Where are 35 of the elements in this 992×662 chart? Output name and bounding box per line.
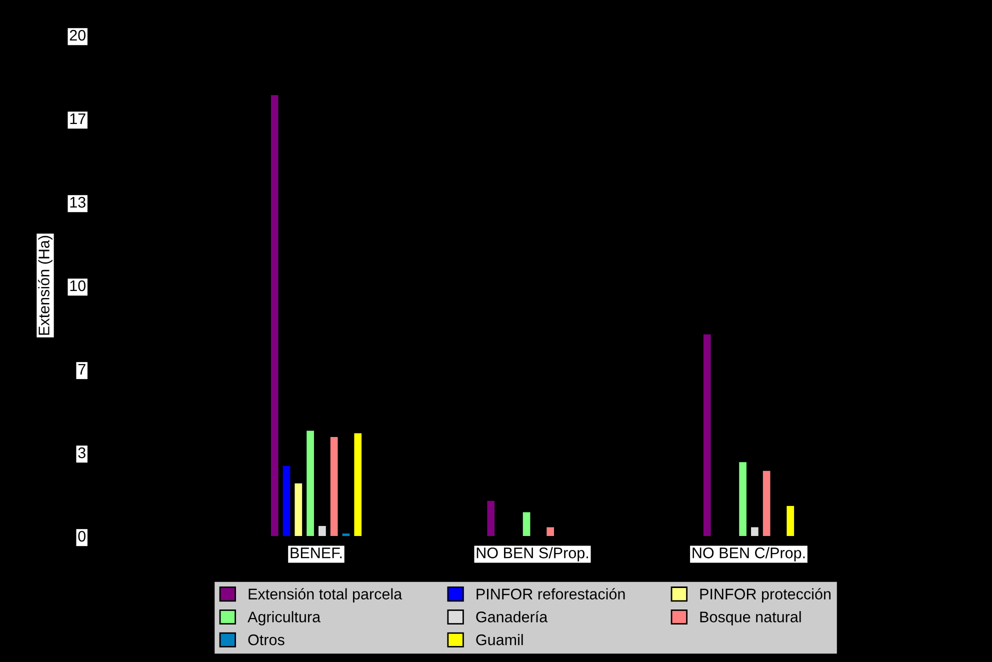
x-tick-label: BENEF. [290, 548, 342, 558]
y-tick-label: 17 [70, 114, 86, 124]
bar [306, 430, 314, 536]
bar [354, 433, 362, 536]
bar [751, 527, 758, 536]
x-tick-label: NO BEN C/Prop. [692, 547, 805, 562]
bar [282, 466, 290, 536]
y-tick-label: 20 [70, 30, 86, 41]
bar [703, 334, 711, 536]
legend-label: Ganadería [476, 610, 548, 622]
bar [762, 470, 770, 536]
bar [342, 533, 350, 536]
bar [318, 526, 326, 536]
x-tick-label: NO BEN S/Prop. [476, 547, 588, 562]
legend-label: Extensión total parcela [248, 588, 402, 602]
bar [739, 462, 746, 536]
y-tick-label: 13 [70, 196, 86, 208]
legend-label: PINFOR reforestación [476, 588, 625, 600]
y-tick-label: 0 [78, 530, 86, 542]
y-tick-label: 7 [78, 364, 86, 375]
bar [330, 437, 338, 536]
bar [487, 500, 495, 536]
legend-label: Otros [248, 634, 284, 646]
bar [786, 506, 794, 536]
legend-label: Guamil [476, 634, 523, 646]
bar [522, 512, 530, 536]
y-axis-title: Extensión (Ha) [38, 236, 52, 335]
legend-label: PINFOR protección [700, 588, 830, 602]
y-tick-label: 10 [70, 280, 86, 292]
legend-label: Agricultura [248, 611, 321, 626]
bar [294, 483, 302, 536]
bar [546, 527, 554, 536]
bar [270, 95, 278, 536]
legend-label: Bosque natural [700, 611, 801, 626]
y-tick-label: 3 [78, 447, 86, 458]
